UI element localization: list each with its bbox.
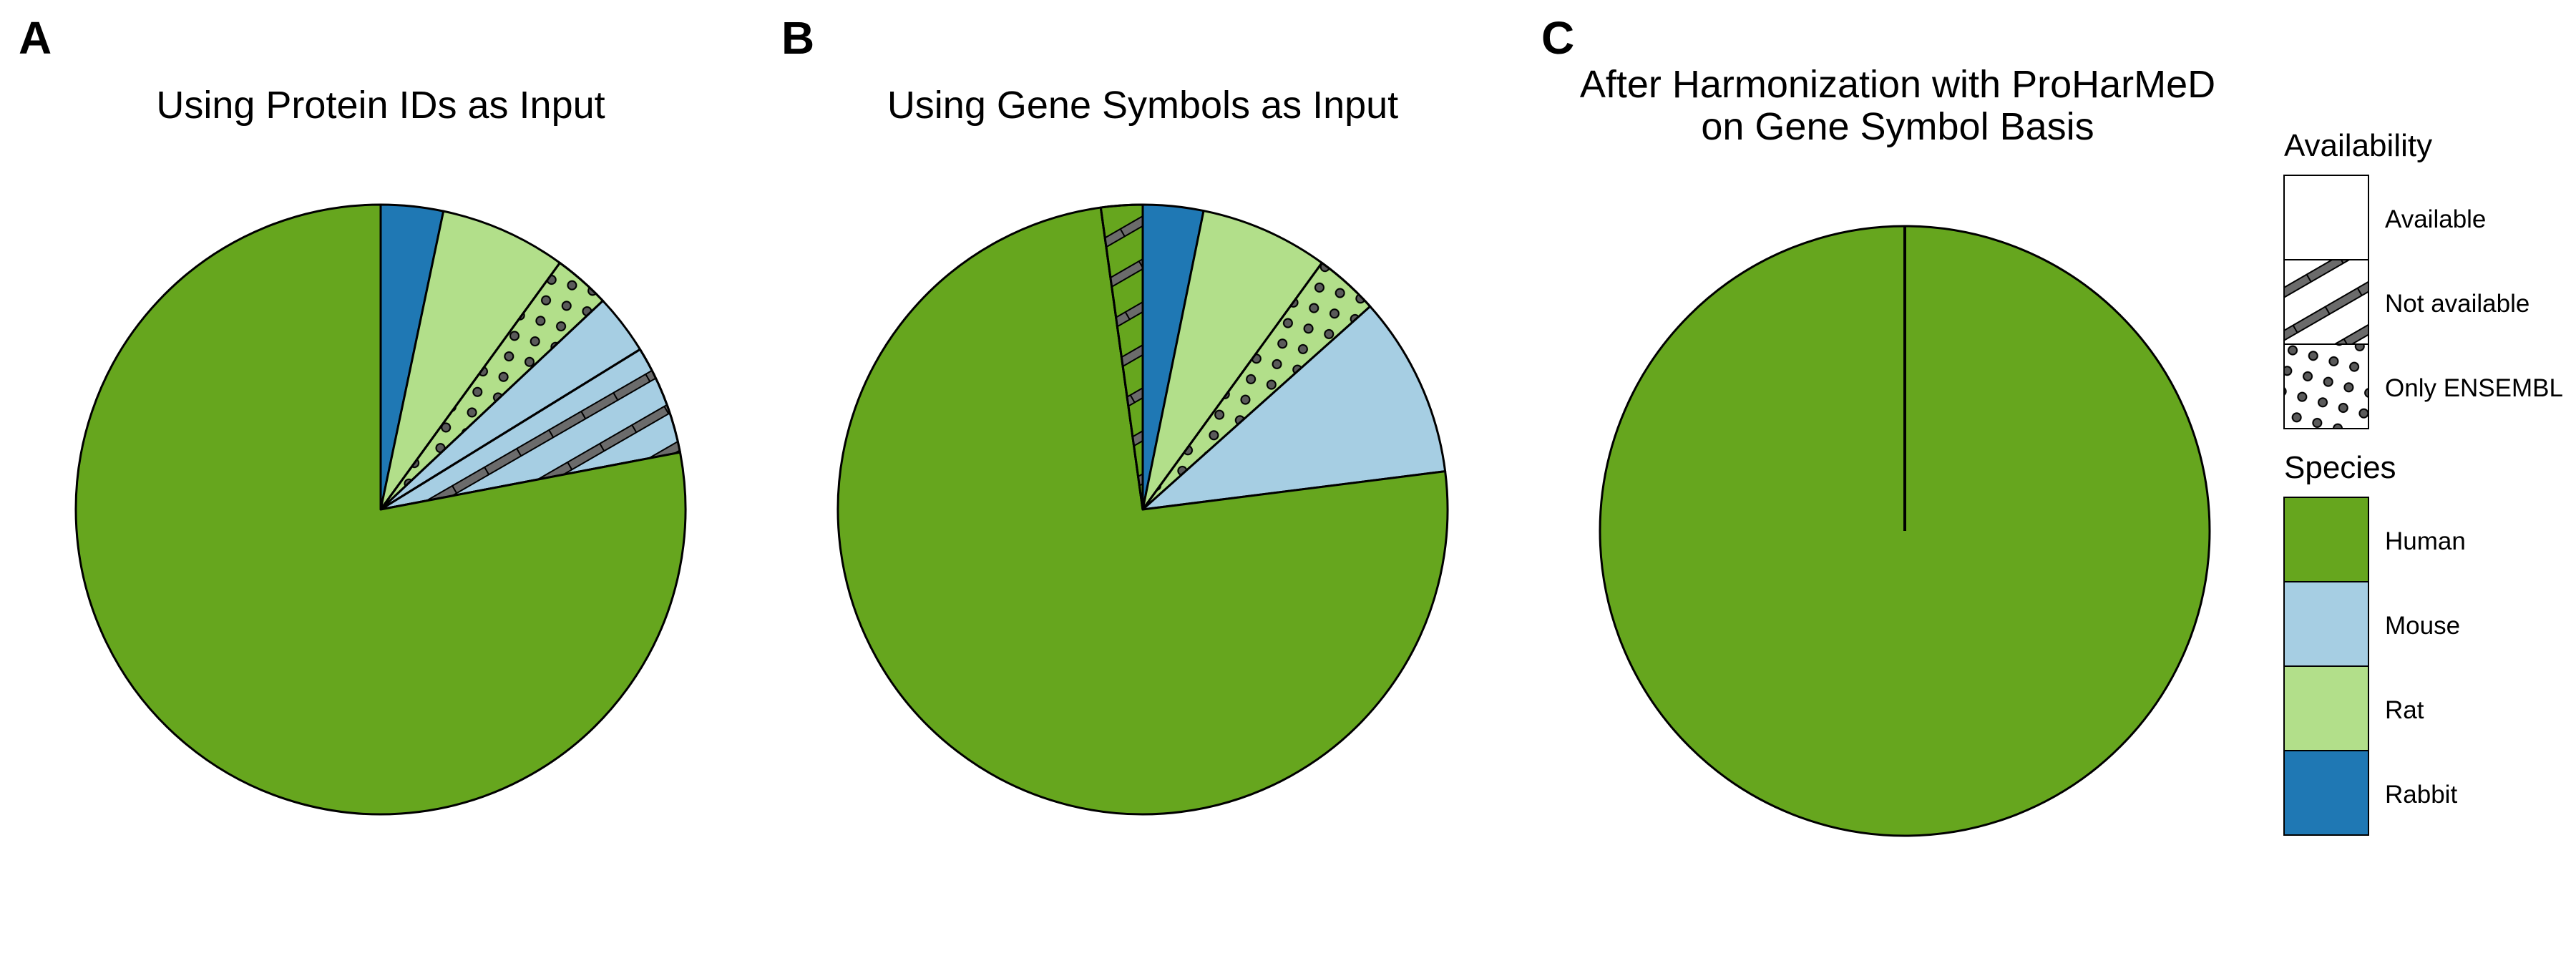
legend-key-only-ensembl [2283, 343, 2369, 429]
panel-b-title: Using Gene Symbols as Input [887, 84, 1398, 127]
panel-c-title-line-2: on Gene Symbol Basis [1701, 105, 2094, 148]
panel-c: C After Harmonization with ProHarMeD on … [1541, 12, 2215, 837]
legend-key-rat [2283, 665, 2369, 751]
legend-label-only-ensembl: Only ENSEMBL [2385, 374, 2563, 402]
pie-b-slice-rat-available [1141, 210, 1323, 511]
legend-label-rabbit: Rabbit [2385, 781, 2457, 809]
pie-b-slice-human-not-available-pattern [1099, 203, 1144, 511]
legend-key-not-available [2283, 259, 2369, 345]
panel-letter-b: B [781, 12, 814, 64]
pie-b-slice-mouse-available [1141, 305, 1447, 511]
legend-availability-title: Availability [2284, 128, 2432, 163]
panel-letter-c: C [1541, 12, 1574, 64]
panel-a-title: Using Protein IDs as Input [156, 84, 605, 127]
legend-label-rat: Rat [2385, 696, 2424, 724]
panel-a: A Using Protein IDs as Input [19, 12, 687, 816]
legend-key-mouse [2283, 581, 2369, 667]
pie-a-slice-human-available [74, 203, 687, 816]
pie-chart-a [74, 203, 687, 816]
legend-label-mouse: Mouse [2385, 612, 2460, 640]
legend-key-available [2283, 175, 2369, 260]
legend-species-title: Species [2284, 450, 2396, 485]
pie-chart-b [836, 203, 1449, 816]
legend-label-not-available: Not available [2385, 290, 2529, 318]
legend-label-available: Available [2385, 205, 2486, 233]
pie-b-slice-human-available [836, 206, 1449, 816]
legend-label-human: Human [2385, 527, 2466, 555]
panel-letter-a: A [19, 12, 52, 64]
pie-a-slice-rat-available [379, 210, 561, 511]
legend-key-human [2283, 497, 2369, 582]
pie-chart-c [1599, 225, 2211, 837]
legend: Availability Available Not available Onl… [2283, 128, 2563, 836]
pie-a-slice-mouse-not-available-pattern [379, 348, 681, 511]
panel-b: B Using Gene Symbols as Input [781, 12, 1449, 816]
legend-key-rabbit [2283, 750, 2369, 836]
panel-c-title-line-1: After Harmonization with ProHarMeD [1580, 63, 2215, 106]
